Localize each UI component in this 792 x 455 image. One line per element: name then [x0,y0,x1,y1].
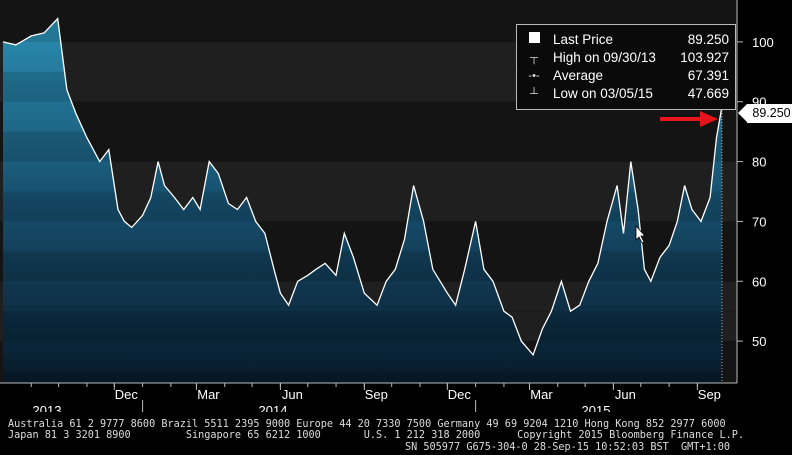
legend-high: ┬ High on 09/30/13 103.927 [523,49,729,67]
x-tick-label: Jun [615,387,636,402]
y-tick-label: 50 [752,334,766,349]
legend-low-icon: ┴ [530,88,538,100]
chart-legend: Last Price 89.250 ┬ High on 09/30/13 103… [516,24,736,110]
area-band-stripe [3,371,722,383]
legend-low: ┴ Low on 03/05/15 47.669 [523,85,729,103]
price-area-fill [3,18,722,383]
year-label: 2015 [582,403,611,412]
legend-average-icon: -•- [528,70,540,82]
footer-timestamp-line: SN 505977 G675-304-0 28-Sep-15 10:52:03 … [405,442,731,453]
legend-high-label: High on 09/30/13 [553,50,656,65]
x-tick-label: Mar [197,387,220,402]
background-band [0,131,737,162]
mouse-cursor-icon [635,224,646,244]
x-axis-ticks: Dec Mar Jun Sep Dec Mar Jun Sep [30,383,721,402]
x-tick-label: Jun [282,387,303,402]
area-band-stripe [3,311,722,342]
y-tick-label: 100 [752,35,774,50]
legend-high-value: 103.927 [680,50,729,65]
background-band [0,0,737,12]
y-tick-label: 70 [752,214,766,229]
footer-contacts-line: Australia 61 2 9777 8600 Brazil 5511 239… [8,419,726,430]
x-tick-label: Dec [115,387,139,402]
year-label: 2013 [33,403,62,412]
legend-low-label: Low on 03/05/15 [553,86,653,101]
price-line [2,17,723,357]
last-price-marker: 89.250 [738,104,792,123]
legend-average-value: 67.391 [687,68,729,83]
footer: Australia 61 2 9777 8600 Brazil 5511 239… [0,412,792,455]
legend-last-price-icon [527,31,541,49]
x-tick-label: Sep [698,387,721,402]
year-labels: 2013 2014 2015 [33,400,611,412]
y-tick-label: 80 [752,155,766,170]
x-tick-label: Dec [448,387,472,402]
year-label: 2014 [259,403,288,412]
legend-high-icon: ┬ [530,52,538,64]
background-band [0,161,737,192]
legend-low-value: 47.669 [687,86,729,101]
footer-copyright-line: Japan 81 3 3201 8900 Singapore 65 6212 1… [8,430,745,441]
legend-last-price-label: Last Price [553,32,614,47]
y-tick-label: 60 [752,274,766,289]
legend-average-label: Average [553,68,604,83]
x-tick-label: Sep [365,387,388,402]
legend-average: -•- Average 67.391 [523,67,729,85]
red-arrow-annotation [660,111,718,127]
legend-last-price-value: 89.250 [687,32,729,47]
x-tick-label: Mar [530,387,553,402]
legend-last-price: Last Price 89.250 [523,31,729,49]
